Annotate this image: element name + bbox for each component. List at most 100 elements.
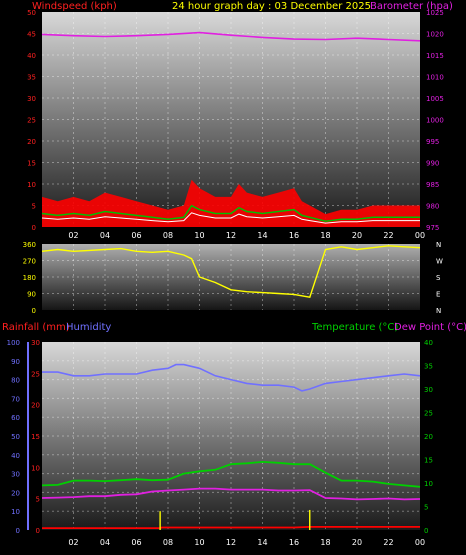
x-tick-label: 20 <box>352 538 362 547</box>
barometer-tick-label: 1000 <box>426 117 444 125</box>
direction-tick-label: 270 <box>23 258 36 266</box>
temperature-tick-label: 35 <box>424 363 433 371</box>
direction-tick-label: 0 <box>32 307 36 315</box>
humidity-tick-label: 70 <box>11 395 20 403</box>
rainfall-axis-label: Rainfall (mm) <box>2 322 70 333</box>
humidity-tick-label: 40 <box>11 452 20 460</box>
temperature-tick-label: 40 <box>424 339 433 347</box>
rain-x-ticks: 02 04 06 08 10 12 14 16 18 20 22 00 <box>68 538 425 547</box>
compass-tick-label: N <box>436 307 441 315</box>
humidity-tick-label: 90 <box>11 358 20 366</box>
x-tick-label: 16 <box>289 231 299 240</box>
windspeed-series <box>41 179 420 227</box>
x-tick-label: 12 <box>226 538 236 547</box>
x-tick-label: 14 <box>257 231 267 240</box>
barometer-axis-label: Barometer (hpa) <box>370 1 453 12</box>
windspeed-tick-label: 5 <box>32 203 36 211</box>
x-tick-label: 10 <box>194 538 204 547</box>
rain-panel-lines <box>41 363 421 530</box>
temperature-right-ticks: 0 5 10 15 20 25 30 35 40 <box>424 339 433 535</box>
wind-panel-background <box>42 12 420 227</box>
windspeed-tick-label: 45 <box>27 31 36 39</box>
direction-line <box>41 245 421 298</box>
x-tick-label: 08 <box>163 231 173 240</box>
humidity-tick-label: 20 <box>11 489 20 497</box>
barometer-tick-label: 1020 <box>426 31 444 39</box>
dewpoint-line <box>41 487 421 501</box>
humidity-axis-label: Humidity <box>66 322 111 333</box>
windspeed-tick-label: 15 <box>27 160 36 168</box>
temperature-tick-label: 30 <box>424 386 433 394</box>
wind-panel-grid <box>42 12 420 227</box>
humidity-tick-label: 80 <box>11 377 20 385</box>
x-tick-label: 10 <box>194 231 204 240</box>
x-tick-label: 06 <box>131 538 141 547</box>
direction-tick-label: 90 <box>27 291 36 299</box>
windspeed-tick-label: 0 <box>32 224 36 232</box>
humidity-tick-label: 60 <box>11 414 20 422</box>
humidity-ticks: 0 10 20 30 40 50 60 70 80 90 100 <box>7 339 20 535</box>
x-tick-label: 08 <box>163 538 173 547</box>
barometer-line <box>41 31 421 42</box>
barometer-tick-label: 980 <box>426 203 439 211</box>
x-tick-label: 18 <box>320 538 330 547</box>
direction-panel-background <box>42 244 420 310</box>
rainfall-tick-label: 10 <box>31 464 40 472</box>
dewpoint-axis-label: Dew Point (°C) <box>394 322 466 333</box>
windspeed-tick-label: 35 <box>27 74 36 82</box>
humidity-tick-label: 100 <box>7 339 20 347</box>
rainfall-tick-label: 20 <box>31 402 40 410</box>
windspeed-tick-label: 10 <box>27 181 36 189</box>
compass-tick-label: W <box>436 258 443 266</box>
direction-tick-label: 180 <box>23 274 36 282</box>
x-tick-label: 06 <box>131 231 141 240</box>
wind-left-ticks: 0 5 10 15 20 25 30 35 40 45 50 <box>27 9 36 232</box>
humidity-tick-label: 50 <box>11 433 20 441</box>
barometer-tick-label: 1025 <box>426 9 444 17</box>
humidity-line <box>42 363 421 392</box>
x-tick-label: 20 <box>352 231 362 240</box>
rainfall-tick-label: 5 <box>36 496 40 504</box>
x-tick-label: 00 <box>415 231 425 240</box>
temperature-tick-label: 20 <box>424 433 433 441</box>
x-tick-label: 04 <box>100 231 110 240</box>
x-tick-label: 22 <box>383 538 393 547</box>
x-tick-label: 02 <box>68 538 78 547</box>
windspeed-axis-label: Windspeed (kph) <box>32 1 117 12</box>
x-tick-label: 14 <box>257 538 267 547</box>
rainfall-line <box>42 526 420 529</box>
wind-panel-lines <box>41 31 421 42</box>
rainfall-tick-label: 30 <box>31 339 40 347</box>
chart-title: 24 hour graph day : 03 December 2025 <box>172 1 371 12</box>
windspeed-tick-label: 40 <box>27 52 36 60</box>
gust-line <box>41 204 420 222</box>
rainfall-tick-label: 25 <box>31 370 40 378</box>
windspeed-tick-label: 50 <box>27 9 36 17</box>
barometer-tick-label: 1015 <box>426 52 444 60</box>
windspeed-tick-label: 20 <box>27 138 36 146</box>
temperature-tick-label: 5 <box>424 504 428 512</box>
direction-left-ticks: 0 90 180 270 360 <box>23 241 36 315</box>
wind-x-ticks: 02 04 06 08 10 12 14 16 18 20 22 00 <box>68 231 425 240</box>
x-tick-label: 22 <box>383 231 393 240</box>
barometer-tick-label: 990 <box>426 160 439 168</box>
humidity-tick-label: 30 <box>11 471 20 479</box>
rainfall-tick-label: 15 <box>31 433 40 441</box>
x-tick-label: 12 <box>226 231 236 240</box>
barometer-tick-label: 1005 <box>426 95 444 103</box>
barometer-tick-label: 975 <box>426 224 439 232</box>
x-tick-label: 18 <box>320 231 330 240</box>
temperature-line <box>41 460 421 488</box>
humidity-tick-label: 10 <box>11 508 20 516</box>
temperature-tick-label: 15 <box>424 457 433 465</box>
x-tick-label: 02 <box>68 231 78 240</box>
barometer-tick-label: 985 <box>426 181 439 189</box>
x-tick-label: 16 <box>289 538 299 547</box>
direction-series <box>41 245 421 298</box>
wind-average-line <box>41 212 420 224</box>
direction-panel-grid <box>42 244 420 310</box>
x-tick-label: 04 <box>100 538 110 547</box>
barometer-tick-label: 1010 <box>426 74 444 82</box>
